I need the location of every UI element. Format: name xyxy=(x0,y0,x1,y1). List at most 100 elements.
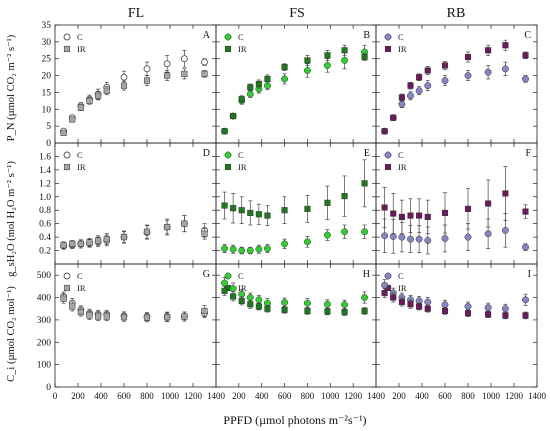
data-point xyxy=(485,200,492,207)
data-point xyxy=(485,311,492,318)
data-point xyxy=(255,80,262,88)
panel-letter: I xyxy=(528,269,531,280)
y-tick-label: 0.2 xyxy=(39,247,51,257)
data-point xyxy=(341,301,349,309)
data-point xyxy=(238,96,245,103)
data-point xyxy=(398,94,405,101)
data-point xyxy=(103,236,110,243)
legend-marker xyxy=(384,272,392,280)
legend-label: C xyxy=(398,271,404,281)
panel-h: H 200 400 600 800 1000 1200 1400 C IR xyxy=(215,263,386,401)
y-tick-label: 200 xyxy=(37,338,52,348)
data-point xyxy=(341,56,349,64)
data-point xyxy=(143,77,151,84)
data-point xyxy=(77,309,84,316)
legend-marker xyxy=(63,33,71,41)
data-point xyxy=(424,305,431,312)
data-point xyxy=(255,303,262,310)
data-point xyxy=(304,57,311,64)
data-point xyxy=(361,228,369,236)
data-point xyxy=(323,62,331,69)
data-point xyxy=(416,74,423,81)
legend-label: IR xyxy=(398,44,407,54)
data-point xyxy=(390,294,397,301)
x-tick-label: 400 xyxy=(255,391,269,401)
row-title-ci: C_i (µmol CO₂ mol⁻¹) xyxy=(6,286,17,382)
data-point xyxy=(60,295,67,302)
data-point xyxy=(484,230,492,238)
panel-g: G 0 100 200 300 400 500 0 200 400 600 800 1000 1200 14… xyxy=(37,263,226,401)
legend-label: IR xyxy=(77,162,86,172)
legend-marker xyxy=(224,33,232,41)
legend-marker xyxy=(63,272,71,280)
panel-c: C C IR xyxy=(375,24,538,144)
panel-f: F C IR xyxy=(375,142,538,265)
data-point xyxy=(181,220,188,227)
data-point xyxy=(501,65,509,73)
data-point xyxy=(441,301,449,309)
panel-i: I 200 400 600 800 1000 1200 1400 C IR xyxy=(375,263,547,401)
x-tick-label: 1000 xyxy=(482,391,501,401)
data-point xyxy=(501,226,509,234)
data-point xyxy=(143,314,151,321)
data-point xyxy=(164,223,171,231)
x-tick-label: 1200 xyxy=(184,391,203,401)
data-point xyxy=(323,300,331,308)
panel-letter: E xyxy=(364,148,370,159)
panel-e: E C IR xyxy=(215,142,377,265)
data-point xyxy=(502,190,509,197)
data-point xyxy=(264,305,271,312)
x-tick-label: 0 xyxy=(53,391,58,401)
data-point xyxy=(407,92,414,100)
data-point xyxy=(424,67,431,74)
legend-marker xyxy=(224,45,232,53)
y-tick-label: 20 xyxy=(42,72,52,82)
data-point xyxy=(424,213,431,220)
data-point xyxy=(381,232,389,240)
legend-label: C xyxy=(398,150,404,160)
panel-frame xyxy=(54,24,217,144)
legend-label: IR xyxy=(77,44,86,54)
data-point xyxy=(407,212,414,219)
x-tick-label: 1000 xyxy=(161,391,180,401)
y-tick-label: 0.4 xyxy=(39,233,51,243)
data-point xyxy=(263,245,271,252)
data-point xyxy=(441,307,449,315)
panel-a: A 0 5 10 15 20 25 30 35 C IR xyxy=(42,21,217,149)
data-point xyxy=(522,296,529,304)
data-point xyxy=(95,237,102,244)
x-tick-label: 1400 xyxy=(207,391,226,401)
y-tick-label: 400 xyxy=(37,294,52,304)
data-point xyxy=(281,240,289,248)
x-tick-label: 800 xyxy=(461,391,475,401)
data-point xyxy=(246,90,254,98)
data-point xyxy=(407,82,414,89)
data-point xyxy=(464,53,472,61)
data-point xyxy=(464,233,472,241)
legend-marker xyxy=(63,151,71,159)
y-tick-label: 0 xyxy=(46,139,51,149)
data-point xyxy=(201,58,208,66)
data-point xyxy=(164,314,171,321)
data-point xyxy=(86,239,93,246)
data-point xyxy=(247,209,254,216)
data-point xyxy=(381,281,389,289)
data-point xyxy=(163,60,171,68)
data-point xyxy=(180,55,188,63)
data-point xyxy=(201,307,208,315)
x-tick-label: 1000 xyxy=(321,391,340,401)
data-point xyxy=(390,210,397,217)
column-title-fs: FS xyxy=(289,6,305,21)
data-point xyxy=(181,313,188,320)
data-point xyxy=(143,228,151,235)
y-tick-label: 0.6 xyxy=(39,220,51,230)
data-point xyxy=(77,104,84,111)
data-point xyxy=(407,235,414,243)
legend-marker xyxy=(63,163,71,171)
panel-d: D 0.2 0.4 0.6 0.8 1.0 1.2 1.4 1.6 C IR xyxy=(39,142,217,265)
data-point xyxy=(502,312,509,319)
data-point xyxy=(103,313,110,320)
data-point xyxy=(221,202,228,209)
y-tick-label: 35 xyxy=(42,21,52,31)
data-point xyxy=(120,73,128,81)
